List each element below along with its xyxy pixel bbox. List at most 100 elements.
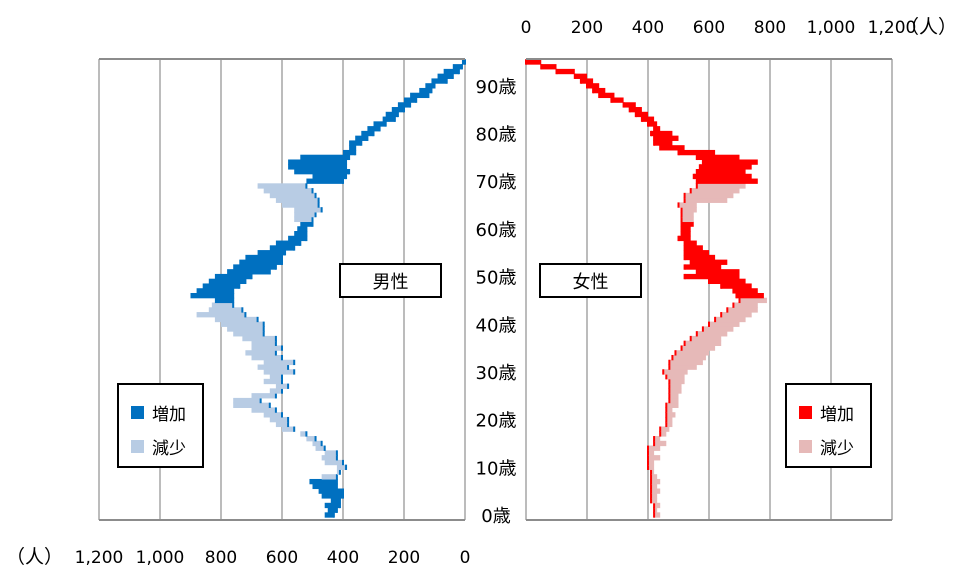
male-bar-70 [306,178,343,184]
female-edge-58 [677,235,680,242]
female-bar-45 [739,297,767,304]
female-bar-9 [651,469,655,475]
female-bar-60 [681,226,691,232]
male-edge-27 [287,383,290,389]
female-bar-34 [675,350,709,356]
male-edge-83 [393,116,396,122]
male-bar-81 [367,126,380,132]
female-bar-18 [660,426,670,432]
female-bar-59 [681,231,691,237]
male-edge-69 [305,183,308,189]
female-bars [525,59,767,518]
male-bar-90 [425,83,435,89]
male-bar-84 [385,111,398,118]
male-edge-91 [445,78,448,84]
male-tick-label: 200 [388,548,420,568]
female-bar-67 [684,192,734,199]
male-bar-40 [221,321,264,327]
male-edge-53 [281,259,283,265]
male-bar-49 [208,278,246,285]
male-bar-47 [196,288,234,294]
female-bar-19 [666,421,673,428]
female-bar-82 [648,121,658,127]
female-bar-3 [651,498,658,504]
male-edge-44 [232,302,235,308]
male-bar-15 [312,440,322,447]
male-edge-66 [317,197,320,203]
female-edge-53 [689,259,692,265]
female-edge-6 [650,483,653,490]
female-edge-7 [650,478,653,485]
male-bar-7 [309,478,337,485]
female-label-box: 女性 [539,263,642,298]
male-edge-77 [354,145,357,151]
male-bar-83 [382,116,395,122]
male-bar-94 [452,64,462,70]
female-bar-55 [684,250,709,256]
male-bar-10 [336,464,347,470]
male-bar-22 [251,407,276,413]
female-edge-64 [680,207,683,213]
male-bar-13 [324,450,337,456]
male-bar-34 [245,350,276,356]
female-edge-51 [695,269,698,275]
female-edge-40 [708,321,710,327]
female-bar-28 [669,378,685,385]
female-bar-53 [690,259,728,265]
female-edge-52 [683,264,686,270]
female-edge-94 [540,64,543,70]
female-edge-46 [735,292,738,299]
female-edge-14 [647,445,649,451]
male-edge-71 [345,173,348,180]
female-bar-63 [681,211,694,218]
age-label: 60歳 [476,220,517,241]
female-bar-23 [666,402,679,408]
male-edge-36 [274,340,277,346]
female-edge-87 [610,97,613,103]
male-bar-38 [233,331,264,337]
female-bar-92 [574,73,587,79]
female-label: 女性 [572,271,609,293]
male-edge-70 [342,178,344,184]
female-edge-33 [671,354,674,361]
female-edge-70 [695,178,698,184]
male-bar-61 [300,221,313,227]
male-edge-47 [232,288,235,294]
female-bar-57 [684,240,697,246]
male-bar-48 [202,283,240,289]
female-edge-3 [650,498,653,504]
male-bar-24 [233,397,261,404]
male-bar-52 [233,264,276,270]
male-bar-62 [294,216,313,223]
male-bar-59 [294,231,307,237]
female-bar-39 [702,326,734,332]
male-edge-19 [287,421,290,428]
female-edge-73 [698,164,701,170]
male-edge-72 [348,169,351,175]
male-bar-26 [269,388,282,394]
male-bar-78 [349,140,362,146]
male-bar-9 [336,469,340,475]
male-edge-85 [403,107,405,113]
male-edge-24 [259,397,262,404]
female-edge-50 [683,273,686,280]
female-tick-label: 200 [571,18,603,38]
female-bar-65 [678,202,697,208]
female-tick-label: 400 [632,18,664,38]
female-bar-78 [654,140,673,146]
female-bar-90 [587,83,600,89]
male-bar-67 [269,192,316,199]
female-bar-24 [669,397,679,404]
female-bar-49 [709,278,746,285]
male-edge-75 [348,154,351,161]
male-edge-76 [354,149,357,156]
female-edge-1 [653,507,656,513]
female-bar-50 [684,273,740,280]
female-edge-90 [586,83,588,89]
male-bar-60 [297,226,307,232]
female-edge-30 [662,369,665,375]
female-bar-35 [681,345,716,351]
female-edge-0 [653,512,656,518]
male-edge-31 [287,364,290,370]
male-bar-72 [294,169,350,175]
